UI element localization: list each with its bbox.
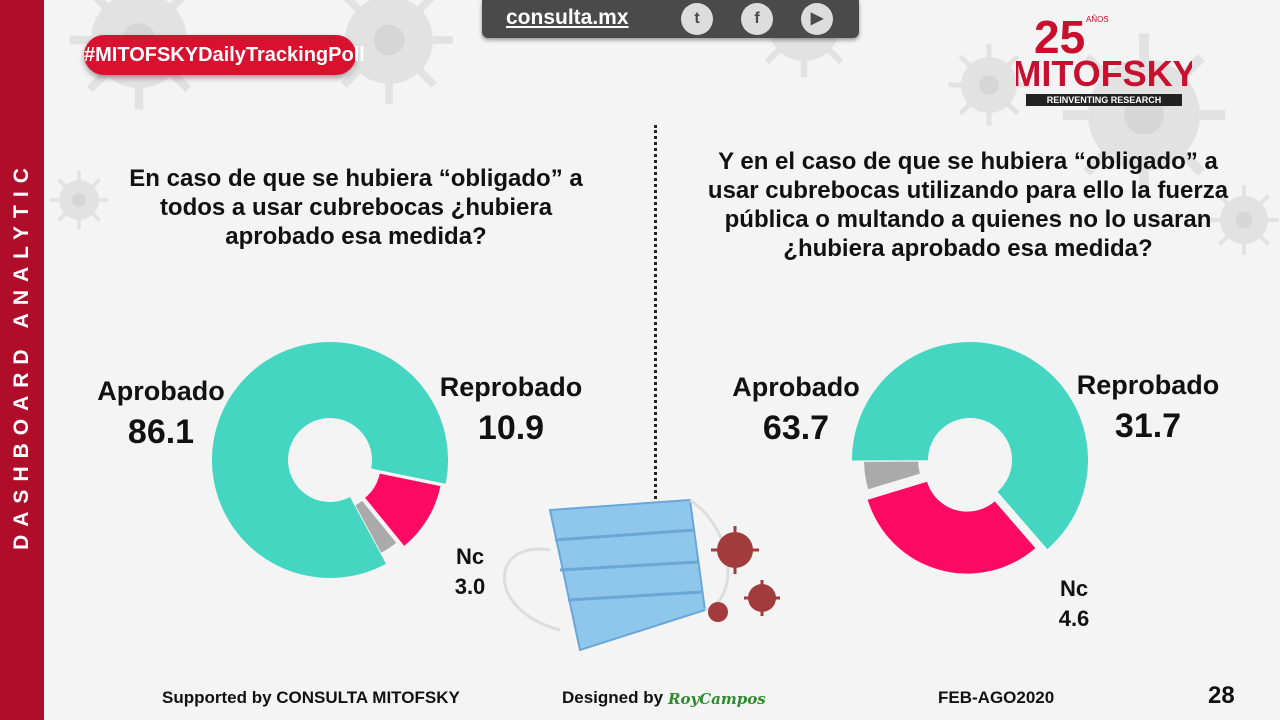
category-label: Nc (455, 544, 485, 569)
value-label: 31.7 (1114, 407, 1182, 445)
question-left: En caso de que se hubiera “obligado” a t… (129, 165, 583, 250)
value-label: 10.9 (477, 409, 545, 447)
slice-reprobado (365, 473, 441, 546)
value-label: 3.0 (454, 574, 486, 599)
twitter-icon[interactable]: t (681, 3, 713, 35)
divider (654, 125, 657, 510)
face-mask-illustration (502, 498, 780, 652)
logo-years: 25 (1034, 11, 1085, 63)
hashtag-badge: #MITOFSKYDailyTrackingPoll (84, 35, 365, 75)
value-label: 86.1 (127, 413, 195, 451)
value-label: 63.7 (762, 409, 830, 447)
slice-aprobado (212, 342, 449, 578)
logo-brand: MITOFSKY (1016, 53, 1192, 94)
sidebar: DASHBOARD ANALYTIC (0, 0, 44, 720)
slice-aprobado (852, 342, 1088, 550)
footer-designer: RoyCampos (668, 690, 766, 708)
mitofsky-logo: 25 AÑOS MITOFSKY REINVENTING RESEARCH (1016, 11, 1192, 106)
category-label: Aprobado (732, 372, 860, 402)
slice-nc (355, 500, 397, 553)
youtube-icon[interactable]: ▶ (801, 3, 833, 35)
label-aprobado-right: Aprobado 63.7 (728, 372, 864, 448)
top-bar (482, 0, 859, 38)
sidebar-title: DASHBOARD ANALYTIC (10, 160, 33, 550)
footer-designed: Designed by (562, 688, 664, 707)
category-label: Reprobado (439, 372, 583, 402)
value-label: 4.6 (1058, 606, 1090, 631)
label-reprobado-left: Reprobado 10.9 (436, 372, 586, 448)
label-reprobado-right: Reprobado 31.7 (1072, 370, 1224, 446)
virus-icon (708, 532, 776, 622)
slice-nc (864, 461, 920, 490)
facebook-icon[interactable]: f (741, 3, 773, 35)
page-number: 28 (1208, 682, 1235, 709)
logo-years-suffix: AÑOS (1086, 15, 1109, 24)
donut-chart-left (212, 342, 449, 578)
logo-tagline: REINVENTING RESEARCH (1047, 95, 1162, 105)
category-label: Aprobado (97, 376, 225, 406)
site-link[interactable]: consulta.mx (506, 6, 629, 29)
donut-chart-right (852, 342, 1088, 574)
footer-supported: Supported by CONSULTA MITOFSKY (162, 688, 460, 707)
label-aprobado-left: Aprobado 86.1 (94, 376, 228, 452)
question-right: Y en el caso de que se hubiera “obligado… (707, 148, 1229, 262)
label-nc-left: Nc 3.0 (440, 540, 500, 600)
category-label: Reprobado (1076, 370, 1220, 400)
label-nc-right: Nc 4.6 (1044, 572, 1104, 632)
footer-period: FEB-AGO2020 (938, 688, 1055, 707)
category-label: Nc (1059, 576, 1089, 601)
slice-reprobado (867, 481, 1036, 574)
